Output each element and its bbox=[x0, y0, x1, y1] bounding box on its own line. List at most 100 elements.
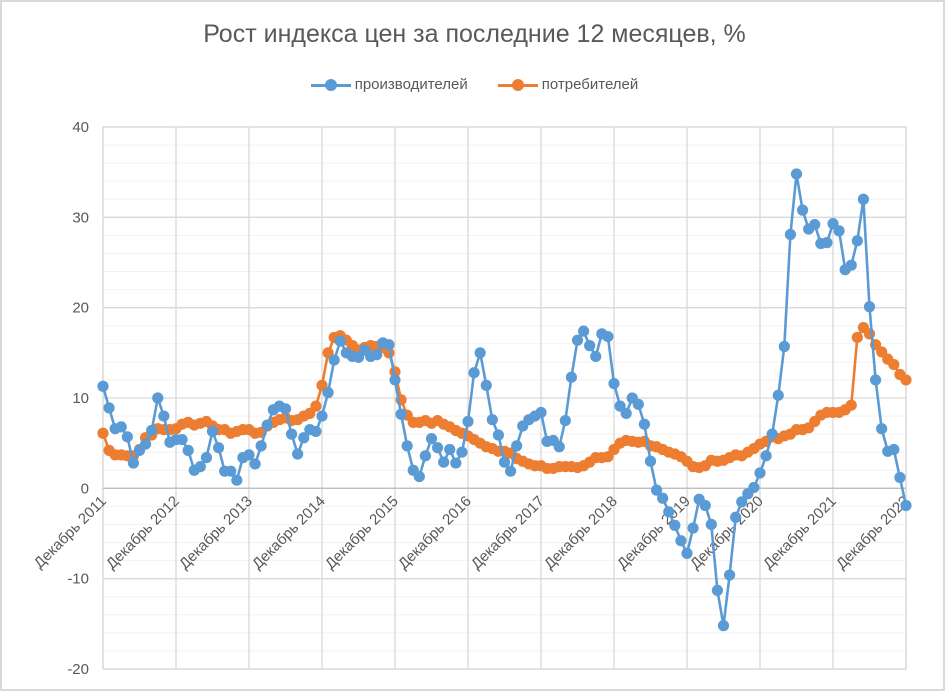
data-point[interactable] bbox=[796, 204, 809, 216]
data-point[interactable] bbox=[657, 492, 669, 504]
data-point[interactable] bbox=[784, 228, 797, 241]
data-point[interactable] bbox=[456, 446, 468, 458]
data-point[interactable] bbox=[279, 403, 292, 415]
data-point[interactable] bbox=[371, 349, 383, 361]
data-point[interactable] bbox=[863, 328, 876, 340]
data-point[interactable] bbox=[687, 522, 699, 534]
data-point[interactable] bbox=[97, 380, 109, 392]
data-point[interactable] bbox=[450, 457, 462, 469]
data-point[interactable] bbox=[511, 440, 523, 452]
data-point[interactable] bbox=[103, 402, 115, 414]
data-point[interactable] bbox=[182, 444, 194, 456]
data-point[interactable] bbox=[632, 398, 644, 410]
data-point[interactable] bbox=[431, 442, 444, 454]
data-point[interactable] bbox=[608, 377, 620, 390]
data-point[interactable] bbox=[492, 429, 505, 441]
data-point[interactable] bbox=[717, 620, 730, 632]
data-point[interactable] bbox=[231, 474, 243, 486]
data-point[interactable] bbox=[681, 547, 693, 559]
data-point[interactable] bbox=[845, 259, 857, 271]
data-point[interactable] bbox=[730, 511, 742, 523]
data-point[interactable] bbox=[584, 340, 596, 352]
data-point[interactable] bbox=[285, 428, 298, 440]
data-point[interactable] bbox=[778, 340, 790, 353]
data-point[interactable] bbox=[869, 374, 882, 386]
data-point[interactable] bbox=[212, 442, 225, 454]
data-point[interactable] bbox=[809, 218, 821, 231]
data-point[interactable] bbox=[480, 379, 492, 391]
data-point[interactable] bbox=[334, 335, 346, 347]
data-point[interactable] bbox=[292, 448, 304, 460]
data-point[interactable] bbox=[900, 499, 912, 512]
data-point[interactable] bbox=[723, 569, 736, 581]
data-point[interactable] bbox=[152, 392, 164, 404]
data-point[interactable] bbox=[486, 414, 498, 426]
data-point[interactable] bbox=[894, 471, 906, 484]
data-point[interactable] bbox=[255, 440, 267, 452]
data-point[interactable] bbox=[845, 399, 857, 411]
data-point[interactable] bbox=[462, 415, 474, 428]
data-point[interactable] bbox=[790, 168, 803, 180]
data-point[interactable] bbox=[413, 470, 425, 483]
data-point[interactable] bbox=[261, 419, 273, 431]
data-point[interactable] bbox=[249, 458, 261, 470]
data-point[interactable] bbox=[438, 456, 450, 468]
legend-item-consumers[interactable]: потребителей bbox=[497, 76, 638, 93]
data-point[interactable] bbox=[395, 408, 407, 420]
data-point[interactable] bbox=[663, 506, 675, 518]
data-point[interactable] bbox=[322, 386, 334, 399]
data-point[interactable] bbox=[389, 374, 401, 386]
data-point[interactable] bbox=[559, 414, 571, 427]
data-point[interactable] bbox=[194, 461, 206, 473]
data-point[interactable] bbox=[383, 339, 395, 351]
data-point[interactable] bbox=[833, 225, 845, 237]
data-point[interactable] bbox=[711, 584, 724, 597]
data-point[interactable] bbox=[200, 452, 213, 464]
data-point[interactable] bbox=[900, 374, 912, 386]
data-point[interactable] bbox=[243, 449, 255, 461]
data-point[interactable] bbox=[754, 467, 766, 479]
data-point[interactable] bbox=[650, 484, 663, 496]
data-point[interactable] bbox=[425, 433, 438, 445]
data-point[interactable] bbox=[565, 371, 578, 383]
data-point[interactable] bbox=[590, 350, 602, 363]
data-point[interactable] bbox=[571, 334, 584, 346]
data-point[interactable] bbox=[158, 410, 170, 422]
data-point[interactable] bbox=[760, 450, 772, 462]
data-point[interactable] bbox=[748, 481, 760, 494]
data-point[interactable] bbox=[176, 433, 188, 446]
data-point[interactable] bbox=[206, 425, 219, 438]
data-point[interactable] bbox=[669, 519, 681, 531]
data-point[interactable] bbox=[577, 325, 590, 337]
data-point[interactable] bbox=[620, 407, 632, 419]
data-point[interactable] bbox=[857, 193, 870, 205]
data-point[interactable] bbox=[310, 400, 322, 412]
data-point[interactable] bbox=[468, 367, 480, 379]
data-point[interactable] bbox=[474, 347, 486, 359]
data-point[interactable] bbox=[851, 331, 863, 344]
data-point[interactable] bbox=[553, 441, 565, 453]
data-point[interactable] bbox=[504, 465, 517, 477]
legend-item-producers[interactable]: производителей bbox=[310, 76, 468, 93]
data-point[interactable] bbox=[821, 237, 833, 249]
data-point[interactable] bbox=[888, 358, 900, 371]
data-point[interactable] bbox=[851, 235, 863, 247]
data-point[interactable] bbox=[328, 354, 340, 366]
data-point[interactable] bbox=[419, 450, 432, 462]
data-point[interactable] bbox=[644, 455, 657, 467]
data-point[interactable] bbox=[444, 443, 456, 456]
data-point[interactable] bbox=[115, 421, 127, 433]
data-point[interactable] bbox=[766, 428, 778, 440]
data-point[interactable] bbox=[139, 438, 152, 450]
data-point[interactable] bbox=[772, 389, 784, 401]
data-point[interactable] bbox=[97, 427, 109, 439]
data-point[interactable] bbox=[127, 457, 140, 469]
data-point[interactable] bbox=[498, 456, 511, 468]
data-point[interactable] bbox=[535, 406, 547, 419]
data-point[interactable] bbox=[401, 440, 413, 452]
data-point[interactable] bbox=[705, 518, 717, 531]
data-point[interactable] bbox=[310, 425, 322, 438]
data-point[interactable] bbox=[146, 424, 158, 437]
data-point[interactable] bbox=[876, 423, 888, 435]
data-point[interactable] bbox=[638, 418, 651, 430]
